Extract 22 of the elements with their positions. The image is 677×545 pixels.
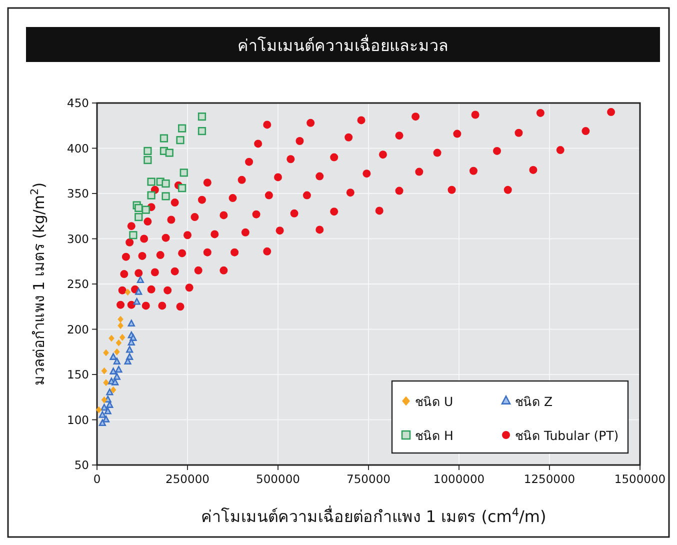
legend-label: ชนิด Tubular (PT) (515, 428, 619, 443)
legend-label: ชนิด Z (515, 394, 553, 409)
x-axis-title: ค่าโมเมนต์ความเฉื่อยต่อกำแพง 1 เมตร (cm$^{4}$/m) (200, 505, 546, 526)
legend-label: ชนิด U (415, 394, 454, 409)
chart-title: ค่าโมเมนต์ความเฉื่อยและมวล (238, 34, 448, 55)
legend-label: ชนิด H (415, 428, 454, 443)
x-tick-label: 1500000 (614, 472, 666, 486)
y-tick-label: 300 (67, 232, 89, 246)
y-tick-label: 50 (74, 458, 89, 472)
x-tick-label: 0 (93, 472, 101, 486)
y-tick-label: 150 (67, 368, 89, 382)
x-tick-label: 250000 (166, 472, 210, 486)
y-tick-label: 200 (67, 322, 89, 336)
x-tick-label: 1250000 (524, 472, 576, 486)
y-tick-label: 350 (67, 186, 89, 200)
x-tick-label: 500000 (256, 472, 300, 486)
y-tick-label: 250 (67, 277, 89, 291)
y-tick-label: 400 (67, 141, 89, 156)
x-tick-label: 1000000 (433, 472, 485, 486)
y-tick-label: 450 (67, 96, 89, 110)
y-tick-label: 100 (67, 412, 89, 427)
x-tick-label: 750000 (346, 472, 390, 486)
